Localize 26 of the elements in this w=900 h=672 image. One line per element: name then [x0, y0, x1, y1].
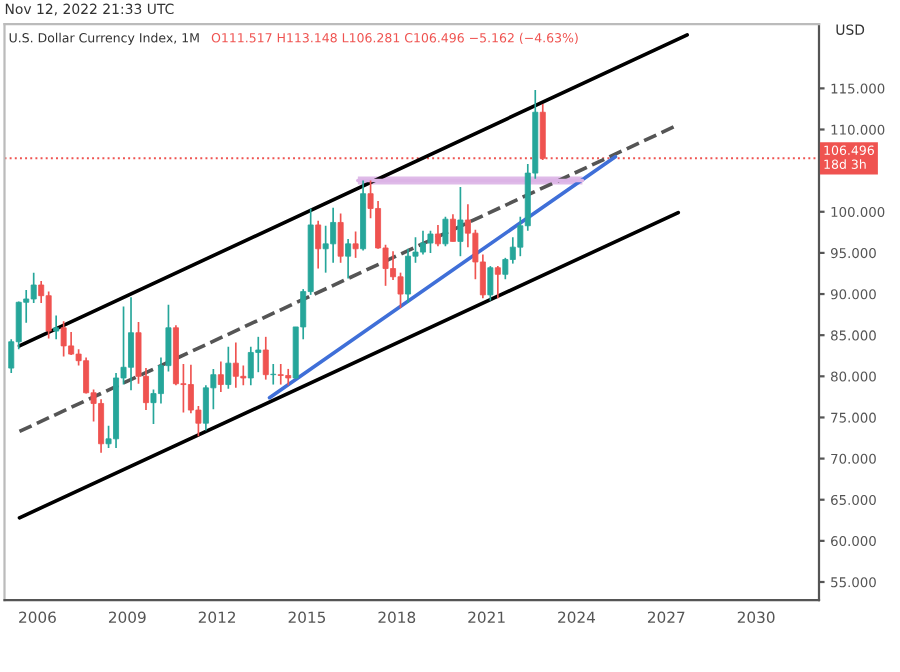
- candlestick: [277, 363, 284, 386]
- candlestick: [427, 229, 434, 254]
- candlestick: [449, 213, 456, 243]
- candlestick: [53, 314, 60, 341]
- candlestick: [337, 212, 344, 264]
- candlestick: [442, 215, 449, 248]
- candlestick: [60, 320, 67, 358]
- candlestick: [330, 206, 337, 264]
- candlestick: [128, 296, 134, 392]
- candlestick: [232, 341, 239, 389]
- candlestick: [98, 398, 105, 454]
- candlestick: [225, 345, 232, 390]
- candlestick: [494, 265, 501, 299]
- candlestick: [247, 345, 254, 387]
- candlestick: [420, 229, 426, 256]
- candlestick: [434, 224, 441, 248]
- candlestick: [217, 360, 224, 393]
- candlestick: [30, 271, 37, 304]
- candlestick: [262, 335, 269, 381]
- candlestick: [345, 238, 352, 280]
- candlestick: [68, 331, 75, 356]
- candlestick: [405, 247, 411, 304]
- candlestick: [487, 265, 494, 302]
- candlestick: [457, 186, 464, 258]
- candlestick: [352, 230, 359, 259]
- candlestick: [315, 219, 322, 270]
